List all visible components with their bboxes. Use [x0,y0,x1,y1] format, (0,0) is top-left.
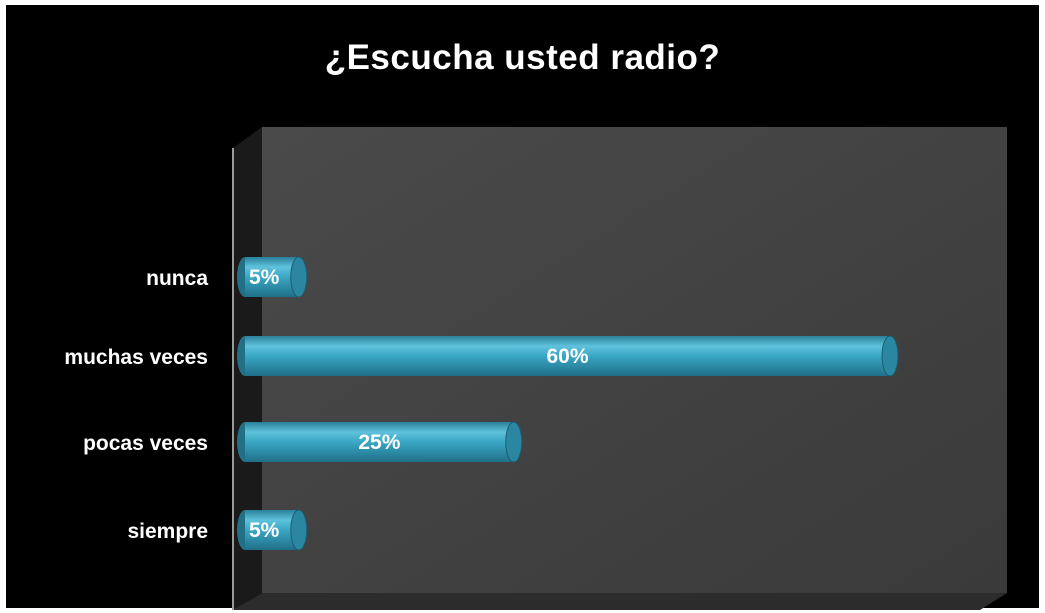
data-label: 5% [249,519,280,542]
labels-layer: nunca 5% muchas veces 60% pocas veces 25% siem… [64,266,588,543]
bar-pocas-veces [237,421,523,463]
category-label: siempre [127,520,208,543]
plot-floor [233,593,1007,610]
data-label: 60% [546,345,588,368]
bar-siempre [237,509,308,551]
chart-title: ¿Escucha usted radio? [324,38,721,77]
category-label: pocas veces [83,432,208,455]
bars-layer [237,256,899,551]
data-label: 25% [358,431,400,454]
bar-nunca [237,256,308,298]
bar-muchas-veces [237,335,899,377]
category-label: muchas veces [64,346,208,369]
data-label: 5% [249,266,280,289]
category-label: nunca [146,267,208,290]
